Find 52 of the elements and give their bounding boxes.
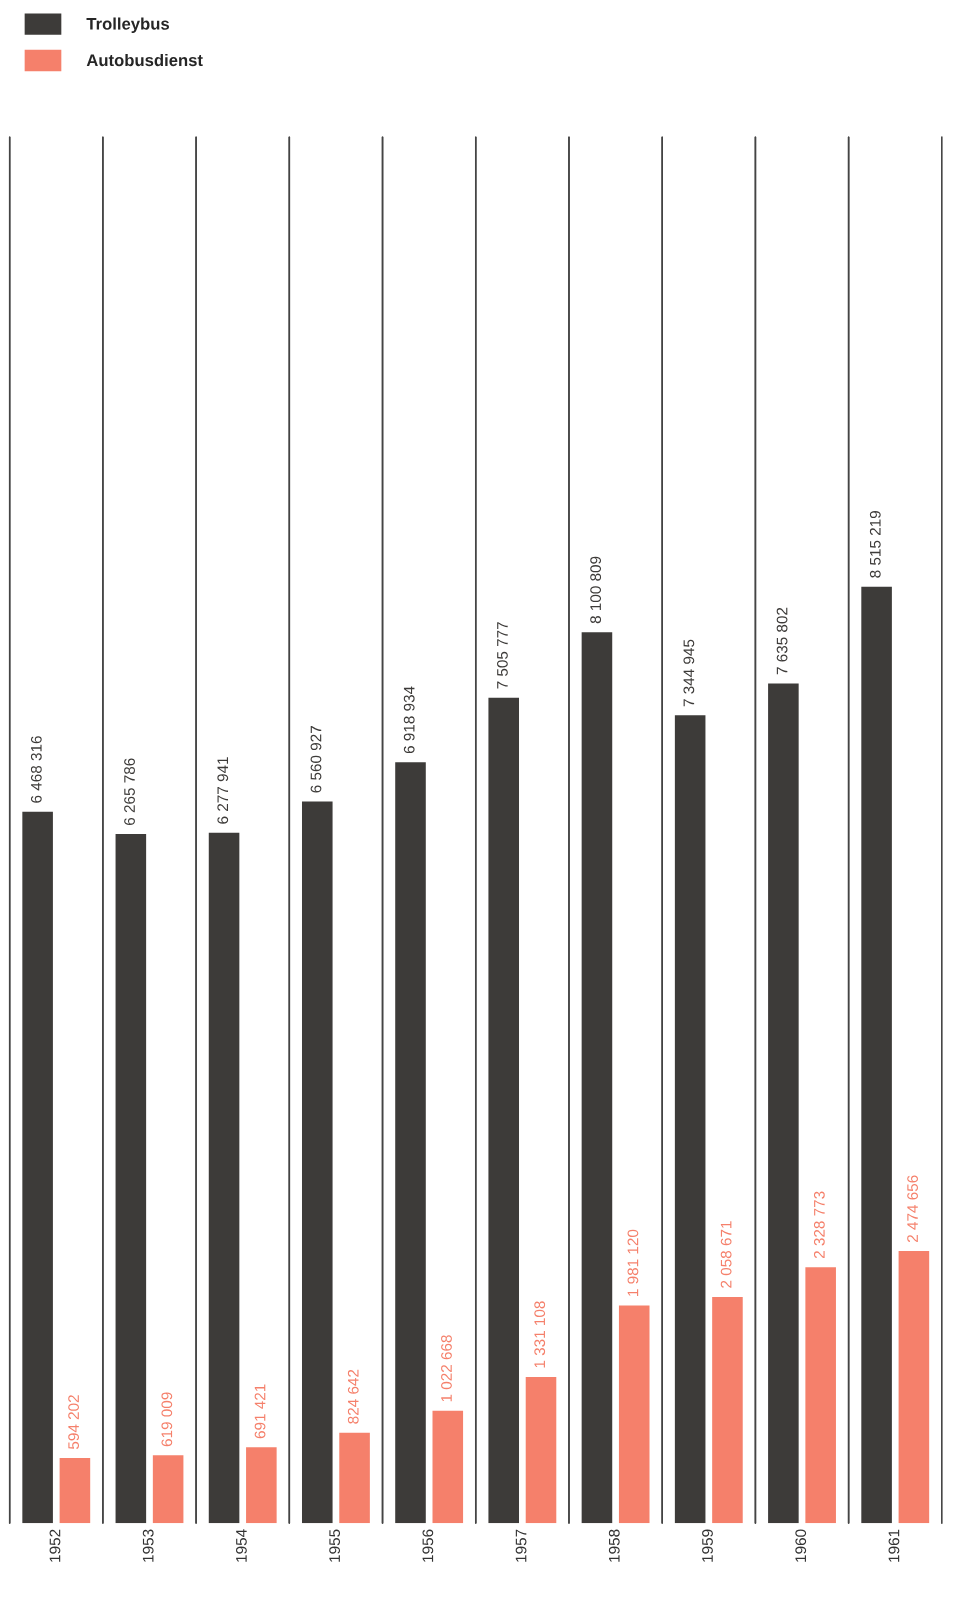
x-tick-label: 1957 xyxy=(515,1529,527,1562)
x-tick-label: 1959 xyxy=(702,1529,713,1562)
data-label: 6 468 316 xyxy=(30,736,42,803)
data-label: 7 505 777 xyxy=(497,622,508,689)
x-tick-label: 1960 xyxy=(795,1529,807,1562)
data-label: 7 344 945 xyxy=(683,639,695,707)
bar xyxy=(301,801,333,1524)
bar xyxy=(861,586,892,1524)
bar xyxy=(246,1447,277,1524)
data-label: 824 642 xyxy=(347,1369,359,1424)
bar xyxy=(59,1457,91,1524)
data-label: 691 421 xyxy=(254,1384,266,1439)
bar xyxy=(674,715,706,1524)
x-tick-label: 1958 xyxy=(608,1529,620,1562)
data-label: 6 560 927 xyxy=(310,726,322,793)
x-tick-label: 1961 xyxy=(888,1529,900,1562)
data-label: 619 009 xyxy=(161,1392,173,1447)
data-label: 6 277 941 xyxy=(217,757,229,824)
data-label: 8 515 219 xyxy=(869,511,881,578)
x-tick-label: 1953 xyxy=(142,1529,154,1562)
bar xyxy=(898,1251,930,1524)
bar xyxy=(581,632,613,1524)
data-label: 2 474 656 xyxy=(907,1175,918,1243)
bar xyxy=(22,811,53,1524)
x-tick-label: 1955 xyxy=(329,1529,341,1562)
bar xyxy=(525,1376,557,1524)
legend-label: Autobusdienst xyxy=(86,53,203,67)
bar xyxy=(432,1410,464,1524)
data-label: 1 022 668 xyxy=(441,1335,452,1402)
bar xyxy=(805,1267,836,1524)
bar xyxy=(488,697,520,1524)
legend-label: Trolleybus xyxy=(86,17,169,34)
data-label: 8 100 809 xyxy=(590,556,602,624)
data-label: 7 635 802 xyxy=(776,607,788,675)
bar xyxy=(768,683,799,1524)
data-label: 6 265 786 xyxy=(124,758,135,825)
bar xyxy=(152,1455,184,1524)
bar xyxy=(395,762,426,1524)
data-label: 2 328 773 xyxy=(813,1191,825,1259)
data-label: 1 981 120 xyxy=(627,1229,639,1296)
data-label: 594 202 xyxy=(68,1395,80,1450)
bar xyxy=(115,834,147,1524)
bar xyxy=(208,832,240,1524)
x-tick-label: 1954 xyxy=(235,1529,247,1562)
bar xyxy=(712,1296,743,1524)
bar xyxy=(618,1305,650,1524)
data-label: 1 331 108 xyxy=(534,1301,546,1368)
data-label: 6 918 934 xyxy=(403,686,415,754)
data-label: 2 058 671 xyxy=(720,1221,732,1288)
bar xyxy=(339,1432,370,1524)
x-tick-label: 1952 xyxy=(49,1529,61,1562)
x-tick-label: 1956 xyxy=(422,1529,434,1562)
